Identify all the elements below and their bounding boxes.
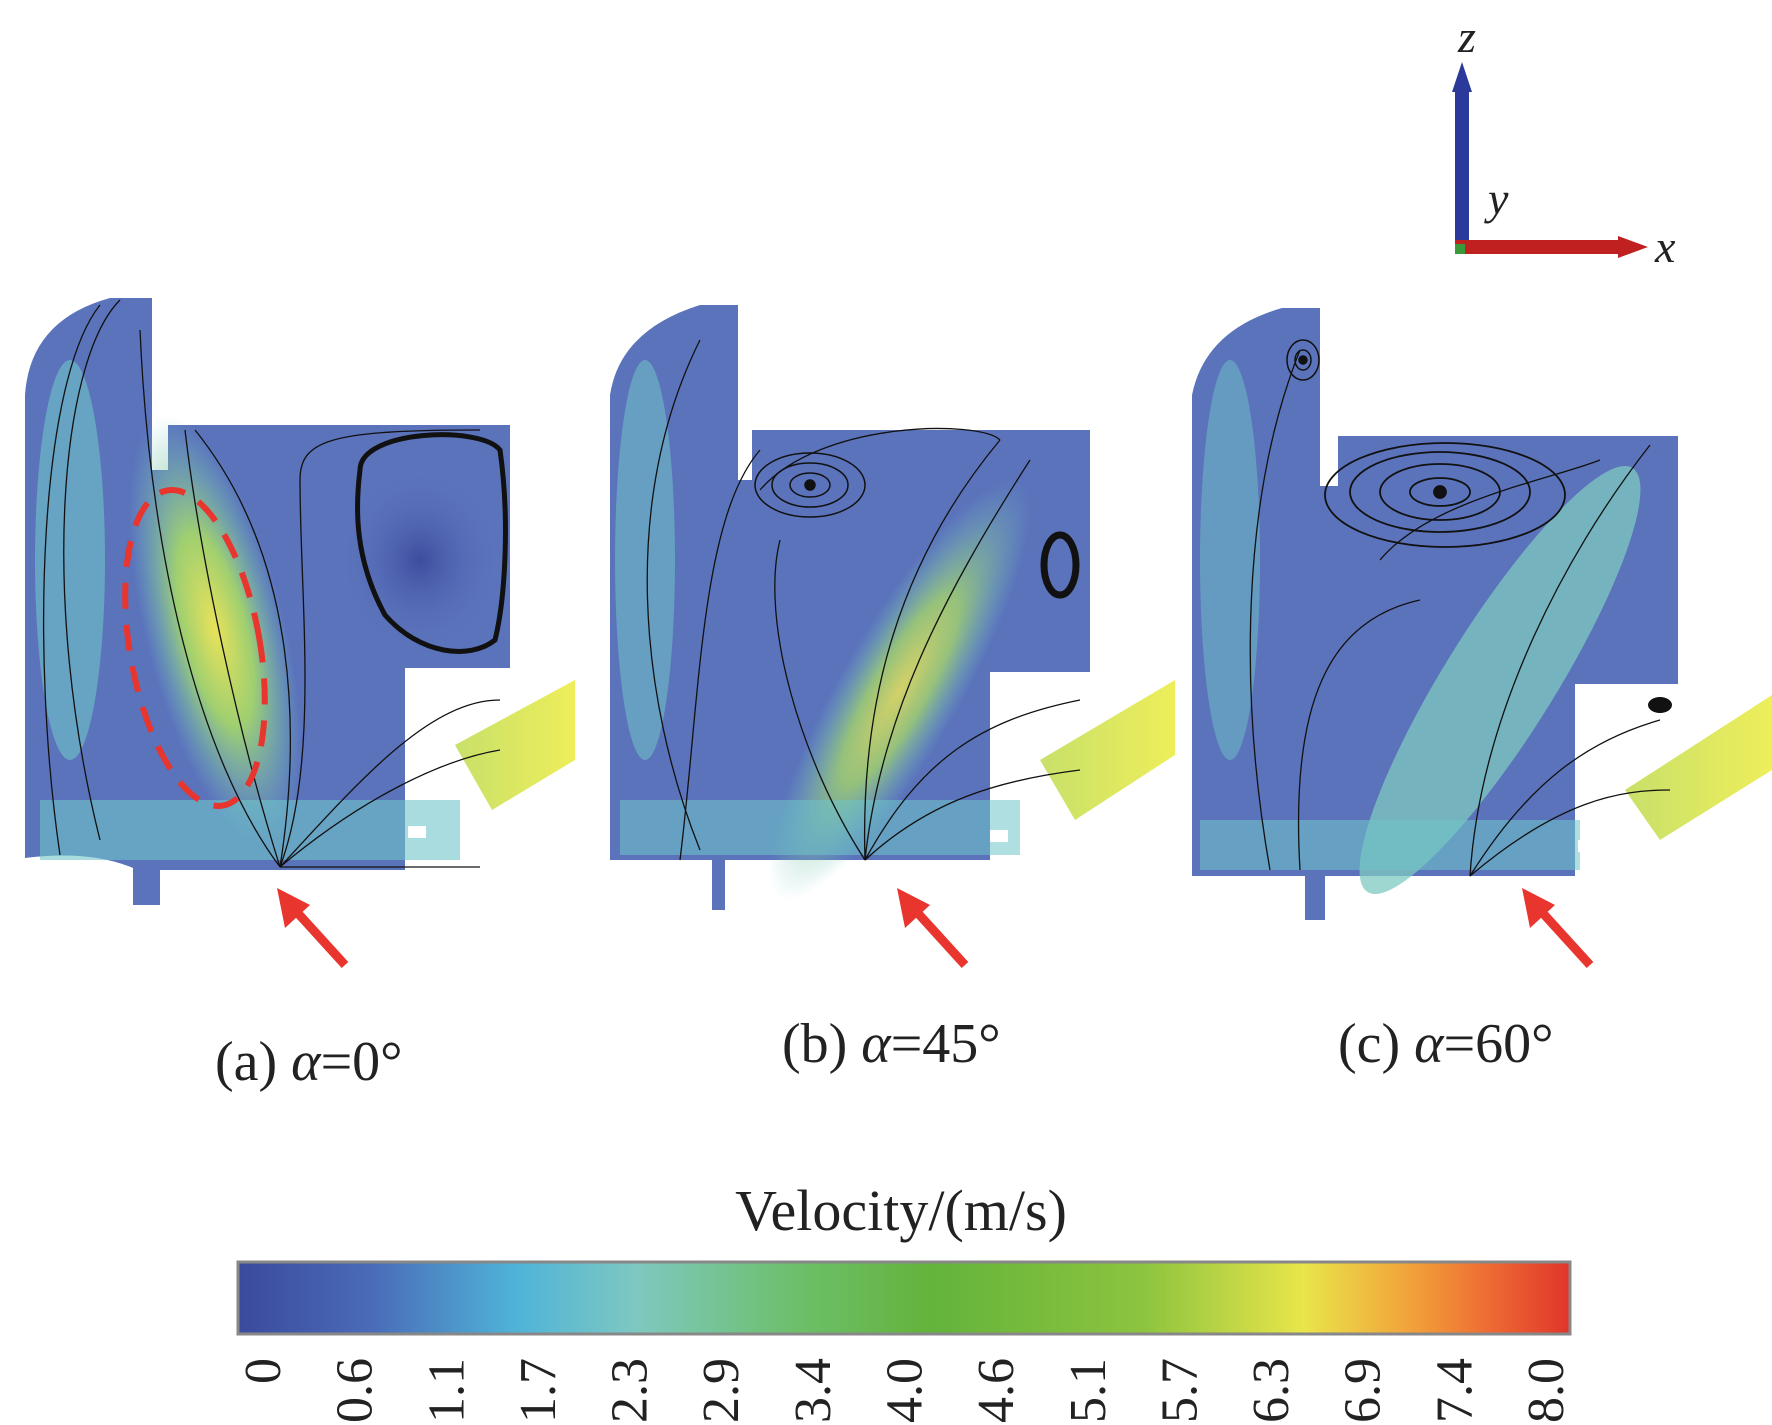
panel-a: (a) α=0°	[25, 298, 575, 1093]
panel-c-caption: (c) α=60°	[1338, 1013, 1554, 1075]
panel-b: (b) α=45°	[610, 305, 1175, 1075]
panel-a-slots	[408, 694, 426, 838]
panel-a-highlight-ellipse	[122, 487, 268, 809]
colorbar-tick-label: 1.7	[510, 1358, 567, 1423]
panel-b-bottom-band	[620, 800, 1020, 855]
panel-b-caption-prefix: (b)	[782, 1013, 861, 1075]
z-axis-shaft	[1455, 90, 1469, 250]
panel-c-vortex-upper	[1324, 442, 1566, 548]
colorbar-tick-label: 7.4	[1426, 1358, 1483, 1423]
panel-c-bottom-band	[1200, 820, 1580, 870]
colorbar-tick-label: 6.3	[1243, 1358, 1300, 1423]
z-axis-head	[1452, 62, 1472, 92]
panel-a-vortex-loop	[355, 432, 508, 654]
panel-a-caption: (a) α=0°	[215, 1031, 403, 1093]
colorbar-tick-label: 2.3	[602, 1358, 659, 1423]
colorbar-tick-label: 4.6	[968, 1358, 1025, 1423]
panel-c-domain	[1192, 308, 1678, 920]
panel-b-edge-flow	[615, 360, 675, 760]
panel-b-domain	[610, 305, 1090, 910]
colorbar-tick-label: 5.1	[1060, 1358, 1117, 1423]
panel-c: (c) α=60°	[1192, 308, 1772, 1075]
panel-b-caption: (b) α=45°	[782, 1013, 1001, 1075]
colorbar-tick-label: 2.9	[693, 1358, 750, 1423]
colorbar-title: Velocity/(m/s)	[735, 1178, 1067, 1243]
panel-b-jet	[769, 480, 1031, 900]
panel-c-vortex-inlet	[1648, 697, 1672, 713]
panel-a-inlet	[455, 680, 575, 810]
panel-c-slots	[1578, 705, 1596, 852]
colorbar-tick-label: 3.4	[785, 1358, 842, 1423]
panel-a-inlet-arrow	[277, 888, 349, 969]
axes-triad: z y x	[1452, 11, 1676, 272]
panel-c-caption-prefix: (c)	[1338, 1013, 1414, 1075]
panel-a-caption-prefix: (a)	[215, 1031, 291, 1093]
panel-a-caption-alpha: α	[291, 1031, 322, 1093]
colorbar-gradient	[236, 1260, 1572, 1336]
panel-c-vortex-corner	[1286, 339, 1320, 381]
panel-b-slots	[990, 700, 1008, 842]
panel-a-streamlines	[43, 299, 501, 868]
y-axis-marker	[1455, 244, 1465, 254]
panel-a-caption-value: =0°	[321, 1031, 403, 1093]
panel-b-caption-value: =45°	[891, 1013, 1001, 1075]
colorbar-tick-label: 4.0	[877, 1358, 934, 1423]
y-axis-label: y	[1484, 173, 1509, 224]
colorbar-tick-label: 1.1	[418, 1358, 475, 1423]
panel-c-streamlines	[1249, 349, 1671, 877]
panel-a-jet	[128, 415, 302, 845]
colorbar-tick-label: 0	[235, 1358, 292, 1384]
colorbar-tick-label: 6.9	[1335, 1358, 1392, 1423]
colorbar: Velocity/(m/s) 0 0.6 1.1 1.7 2.3 2.9 3.4 4.0 4.6…	[235, 1178, 1575, 1423]
panel-c-caption-value: =60°	[1444, 1013, 1554, 1075]
panel-c-edge-flow	[1200, 360, 1260, 760]
panel-b-inlet-arrow	[897, 888, 969, 969]
colorbar-tick-label: 5.7	[1151, 1358, 1208, 1423]
panel-b-vortex-upper	[754, 452, 866, 518]
panel-b-caption-alpha: α	[861, 1013, 892, 1075]
panel-c-inlet	[1625, 695, 1772, 840]
panel-c-caption-alpha: α	[1414, 1013, 1445, 1075]
panel-c-inlet-arrow	[1522, 888, 1594, 969]
colorbar-tick-label: 0.6	[327, 1358, 384, 1423]
z-axis-label: z	[1457, 11, 1476, 62]
panel-b-inlet	[1040, 680, 1175, 820]
colorbar-ticks: 0 0.6 1.1 1.7 2.3 2.9 3.4 4.0 4.6 5.1 5.7 6.3 6.9 7.4…	[235, 1358, 1575, 1423]
x-axis-head	[1618, 236, 1648, 258]
x-axis-shaft	[1455, 240, 1620, 254]
x-axis-label: x	[1654, 221, 1676, 272]
colorbar-tick-label: 8.0	[1518, 1358, 1575, 1423]
panel-c-jet	[1359, 465, 1641, 895]
panel-a-bottom-band	[40, 800, 460, 860]
panel-b-vortex-right	[1040, 531, 1080, 599]
